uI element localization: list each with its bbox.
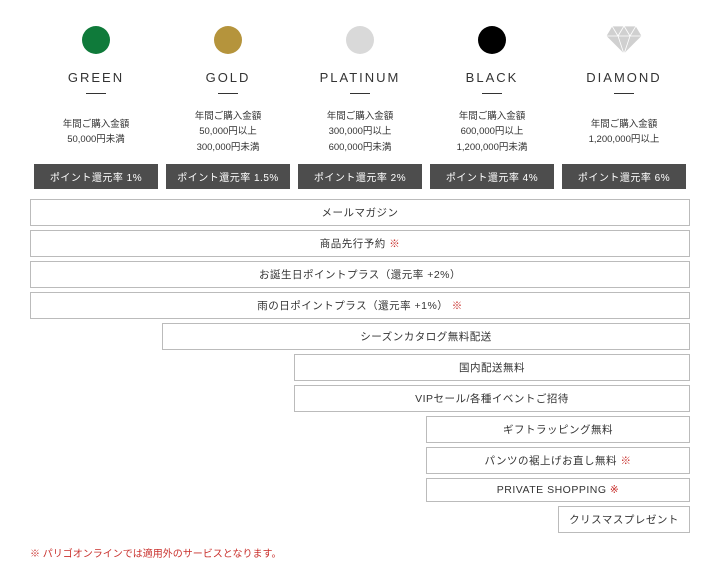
tier-diamond: DIAMOND 年間ご購入金額1,200,000円以上ポイント還元率 6% (558, 20, 690, 189)
benefit-row: VIPセール/各種イベントご招待 (294, 385, 690, 412)
benefit-row: シーズンカタログ無料配送 (162, 323, 690, 350)
divider (218, 93, 238, 94)
tier-circle-icon (34, 20, 158, 60)
tier-black: BLACK 年間ご購入金額600,000円以上1,200,000円未満ポイント還元… (426, 20, 558, 189)
tier-name: GOLD (166, 70, 290, 85)
divider (350, 93, 370, 94)
tier-name: BLACK (430, 70, 554, 85)
footnote: ※ パリゴオンラインでは適用外のサービスとなります。 (30, 545, 690, 560)
tier-condition: 年間ご購入金額600,000円以上1,200,000円未満 (430, 108, 554, 156)
tier-row: GREEN 年間ご購入金額50,000円未満ポイント還元率 1% GOLD 年間ご購入… (30, 20, 690, 189)
tier-name: DIAMOND (562, 70, 686, 85)
tier-circle-icon (298, 20, 422, 60)
point-rate-bar: ポイント還元率 1% (34, 164, 158, 189)
tier-condition: 年間ご購入金額1,200,000円以上 (562, 108, 686, 156)
benefit-row: 雨の日ポイントプラス（還元率 +1%） ※ (30, 292, 690, 319)
note-mark: ※ (607, 484, 620, 496)
tier-name: GREEN (34, 70, 158, 85)
point-rate-bar: ポイント還元率 4% (430, 164, 554, 189)
point-rate-bar: ポイント還元率 1.5% (166, 164, 290, 189)
benefit-row: クリスマスプレゼント (558, 506, 690, 533)
divider (482, 93, 502, 94)
tier-platinum: PLATINUM 年間ご購入金額300,000円以上600,000円未満ポイント還… (294, 20, 426, 189)
tier-condition: 年間ご購入金額50,000円以上300,000円未満 (166, 108, 290, 156)
divider (614, 93, 634, 94)
divider (86, 93, 106, 94)
tier-gold: GOLD 年間ご購入金額50,000円以上300,000円未満ポイント還元率 1.… (162, 20, 294, 189)
benefit-row: ギフトラッピング無料 (426, 416, 690, 443)
tier-name: PLATINUM (298, 70, 422, 85)
benefit-row: メールマガジン (30, 199, 690, 226)
benefit-row: PRIVATE SHOPPING ※ (426, 478, 690, 502)
tier-condition: 年間ご購入金額300,000円以上600,000円未満 (298, 108, 422, 156)
note-mark: ※ (448, 300, 462, 312)
benefit-row: 国内配送無料 (294, 354, 690, 381)
note-mark: ※ (617, 455, 631, 467)
tier-green: GREEN 年間ご購入金額50,000円未満ポイント還元率 1% (30, 20, 162, 189)
tier-condition: 年間ご購入金額50,000円未満 (34, 108, 158, 156)
benefits-section: メールマガジン商品先行予約 ※ お誕生日ポイントプラス（還元率 +2%） 雨の日ポイ… (30, 195, 690, 533)
benefit-row: 商品先行予約 ※ (30, 230, 690, 257)
tier-circle-icon (166, 20, 290, 60)
point-rate-bar: ポイント還元率 6% (562, 164, 686, 189)
diamond-icon (562, 20, 686, 60)
benefit-row: お誕生日ポイントプラス（還元率 +2%） (30, 261, 690, 288)
benefits-grid: メールマガジン商品先行予約 ※ お誕生日ポイントプラス（還元率 +2%） 雨の日ポイ… (30, 195, 690, 533)
point-rate-bar: ポイント還元率 2% (298, 164, 422, 189)
note-mark: ※ (386, 238, 400, 250)
benefit-row: パンツの裾上げお直し無料 ※ (426, 447, 690, 474)
tier-circle-icon (430, 20, 554, 60)
